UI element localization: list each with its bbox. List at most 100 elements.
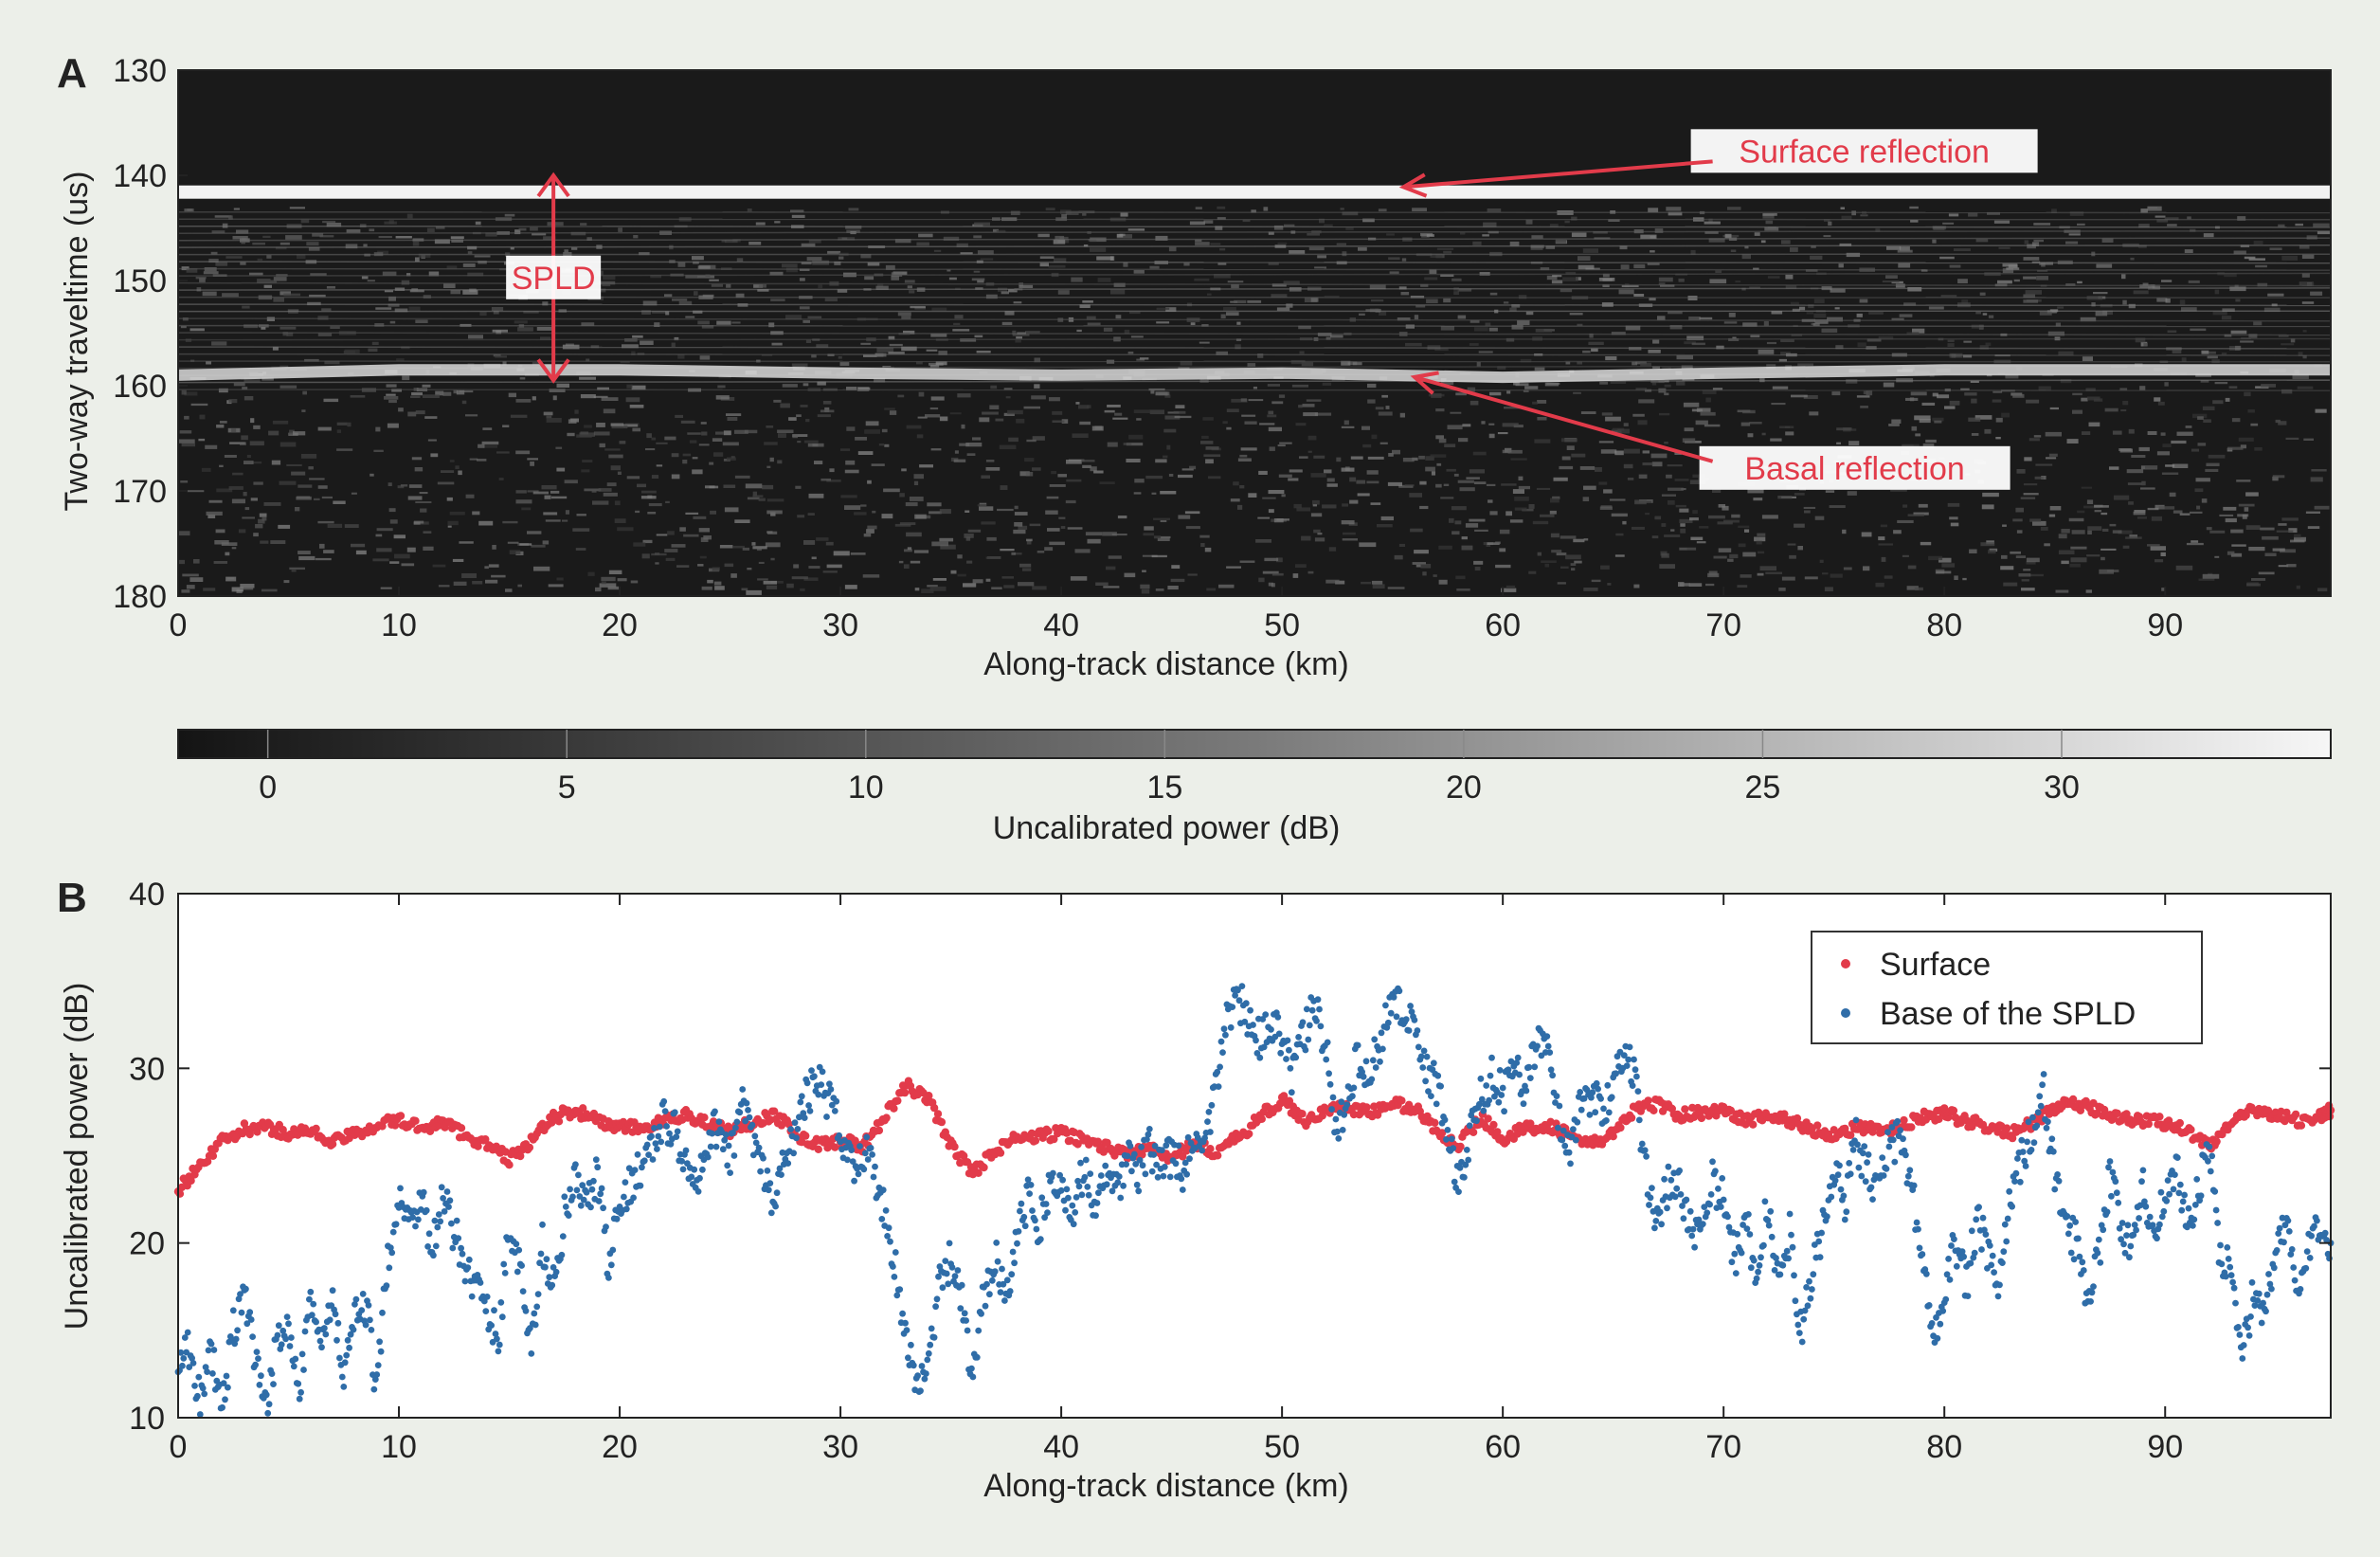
radargram-speckle bbox=[2087, 531, 2092, 534]
radargram-speckle bbox=[2267, 294, 2283, 297]
radargram-speckle bbox=[368, 349, 377, 353]
radargram-speckle bbox=[1971, 399, 1976, 404]
radargram-speckle bbox=[2203, 574, 2220, 579]
radargram-speckle bbox=[827, 251, 840, 254]
base-point bbox=[614, 1216, 621, 1222]
base-point bbox=[321, 1325, 328, 1331]
radargram-speckle bbox=[1058, 517, 1065, 519]
radargram-speckle bbox=[491, 575, 506, 578]
radargram-speckle bbox=[2114, 496, 2129, 500]
radargram-speckle bbox=[1486, 323, 1491, 326]
base-point bbox=[447, 1197, 454, 1204]
base-point bbox=[1114, 1179, 1121, 1186]
radargram-speckle bbox=[547, 418, 562, 423]
radargram-speckle bbox=[1361, 582, 1371, 585]
radargram-speckle bbox=[1293, 573, 1299, 578]
radargram-speckle bbox=[482, 427, 492, 430]
radargram-speckle bbox=[2230, 530, 2244, 534]
base-point bbox=[234, 1327, 241, 1333]
radargram-speckle bbox=[716, 321, 730, 325]
radargram-speckle bbox=[2130, 258, 2134, 261]
radargram-speckle bbox=[424, 531, 432, 534]
radargram-speckle bbox=[748, 498, 760, 500]
radargram-speckle bbox=[766, 511, 783, 515]
radargram-speckle bbox=[576, 434, 592, 437]
radargram-speckle bbox=[1779, 426, 1794, 429]
radargram-speckle bbox=[743, 548, 749, 551]
base-point bbox=[1043, 1201, 1050, 1207]
radargram-speckle bbox=[1677, 355, 1694, 359]
radargram-speckle bbox=[1738, 526, 1749, 528]
radargram-speckle bbox=[914, 550, 929, 552]
radargram-speckle bbox=[2248, 547, 2264, 551]
base-point bbox=[590, 1178, 597, 1185]
radargram-speckle bbox=[2071, 557, 2087, 562]
radargram-speckle bbox=[184, 416, 189, 420]
radargram-speckle bbox=[1313, 504, 1317, 506]
base-point bbox=[947, 1240, 953, 1247]
base-point bbox=[1071, 1221, 1077, 1227]
radargram-speckle bbox=[1915, 588, 1923, 590]
radargram-speckle bbox=[1848, 441, 1859, 445]
base-point bbox=[1691, 1244, 1698, 1251]
radargram-speckle bbox=[931, 542, 948, 547]
radargram-speckle bbox=[278, 525, 290, 529]
radargram-speckle bbox=[1342, 426, 1355, 428]
base-point bbox=[1178, 1176, 1184, 1183]
radargram-speckle bbox=[1948, 343, 1955, 347]
surface-point bbox=[1907, 1123, 1915, 1131]
radargram-speckle bbox=[1169, 474, 1173, 477]
radargram-speckle bbox=[1948, 503, 1960, 507]
panel-a-y-tick-label: 160 bbox=[113, 369, 167, 405]
radargram-speckle bbox=[1860, 406, 1868, 408]
base-point bbox=[282, 1336, 289, 1343]
radargram-speckle bbox=[699, 444, 710, 445]
base-point bbox=[1120, 1183, 1127, 1189]
radargram-speckle bbox=[2050, 407, 2059, 409]
radargram-speckle bbox=[1488, 499, 1492, 502]
radargram-speckle bbox=[2072, 530, 2085, 534]
radargram-speckle bbox=[261, 589, 278, 592]
radargram-speckle bbox=[1011, 552, 1016, 555]
base-point bbox=[892, 1249, 899, 1256]
base-point bbox=[851, 1178, 857, 1185]
base-point bbox=[1363, 1058, 1370, 1064]
radargram-speckle bbox=[1327, 479, 1335, 482]
radargram-speckle bbox=[389, 220, 394, 224]
base-point bbox=[792, 1119, 799, 1126]
radargram-speckle bbox=[415, 501, 431, 503]
radargram-speckle bbox=[1424, 278, 1437, 281]
radargram-speckle bbox=[1599, 382, 1608, 385]
surface-point bbox=[1813, 1121, 1821, 1129]
radargram-speckle bbox=[1210, 243, 1220, 244]
radargram-speckle bbox=[273, 298, 284, 302]
radargram-speckle bbox=[215, 263, 227, 266]
radargram-speckle bbox=[2246, 525, 2261, 530]
radargram-speckle bbox=[2128, 482, 2142, 485]
base-point bbox=[1609, 1094, 1615, 1100]
radargram-speckle bbox=[1750, 335, 1759, 338]
radargram-speckle bbox=[931, 308, 947, 311]
radargram-speckle bbox=[356, 551, 367, 554]
radargram-speckle bbox=[532, 396, 536, 400]
radargram-speckle bbox=[1050, 484, 1066, 487]
radargram-speckle bbox=[1312, 500, 1320, 505]
base-point bbox=[584, 1189, 590, 1196]
radargram-speckle bbox=[416, 410, 425, 414]
radargram-speckle bbox=[1583, 248, 1598, 253]
radargram-speckle bbox=[1929, 306, 1944, 309]
radargram-speckle bbox=[1144, 533, 1155, 535]
base-point bbox=[339, 1374, 346, 1381]
radargram-speckle bbox=[1019, 564, 1031, 568]
radargram-speckle bbox=[1727, 207, 1741, 210]
colorbar-tick-label: 15 bbox=[1146, 769, 1182, 806]
radargram-speckle bbox=[808, 566, 820, 569]
radargram-speckle bbox=[1267, 415, 1276, 418]
radargram-speckle bbox=[1742, 552, 1756, 557]
base-point bbox=[1554, 1093, 1560, 1099]
radargram-speckle bbox=[884, 444, 889, 447]
radargram-speckle bbox=[505, 214, 515, 217]
base-point bbox=[270, 1381, 277, 1387]
radargram-speckle bbox=[1648, 208, 1658, 212]
surface-point bbox=[458, 1124, 465, 1132]
